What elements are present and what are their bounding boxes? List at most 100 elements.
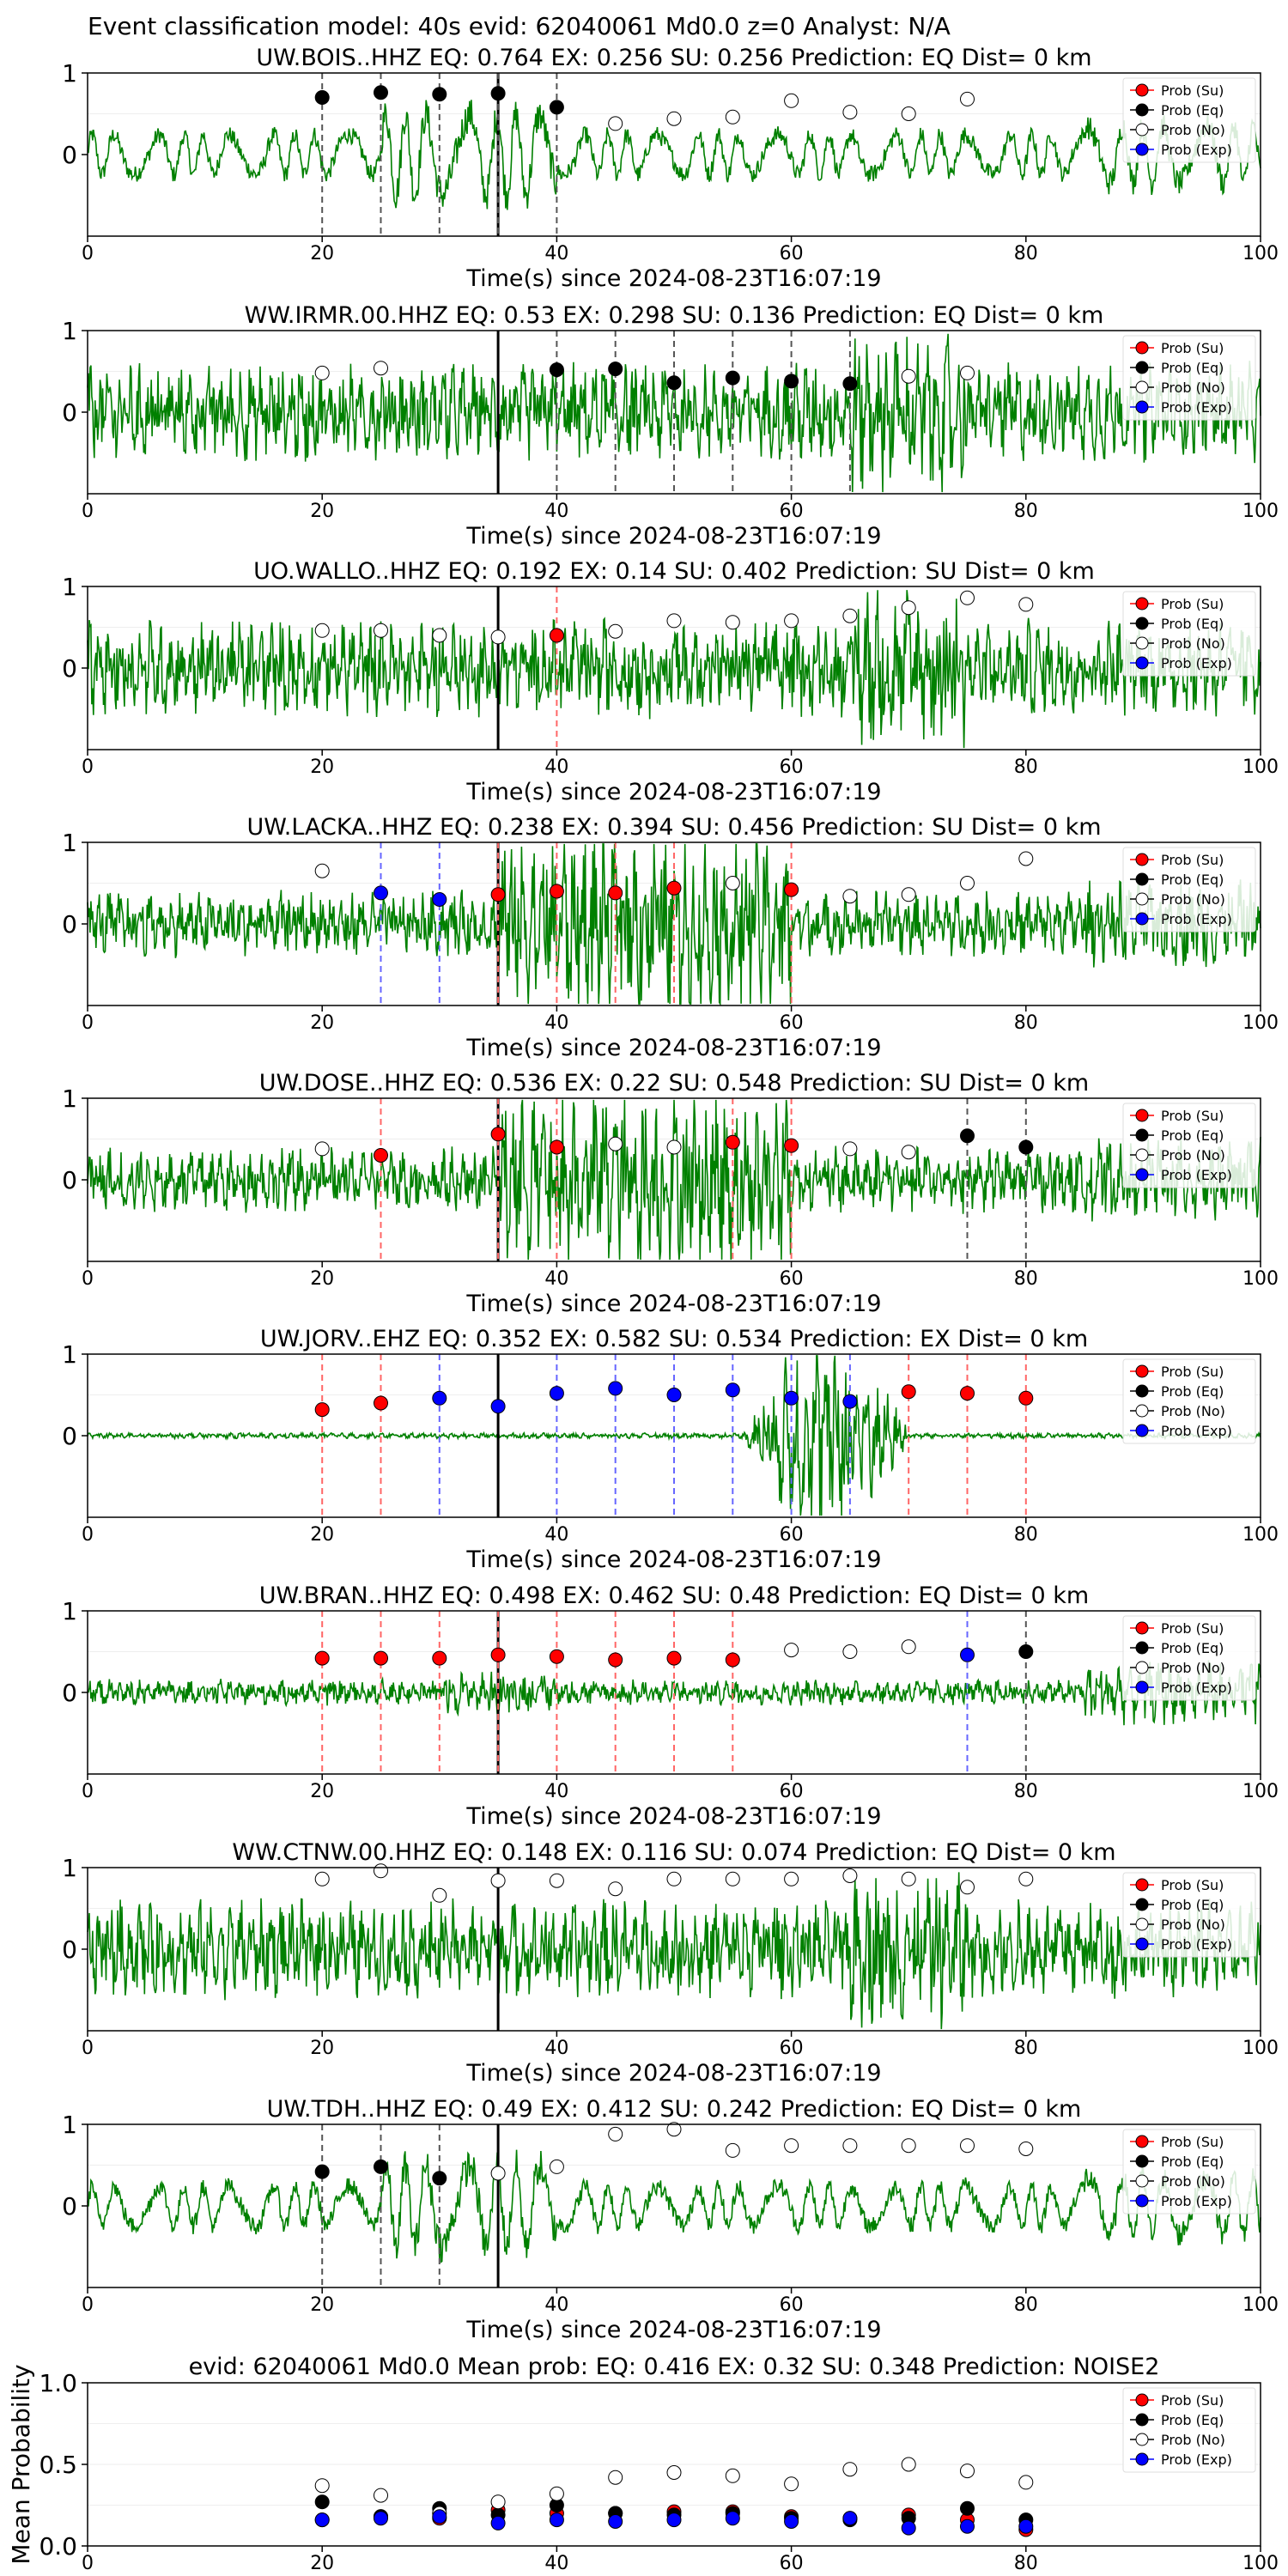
legend-item-su: Prob (Su) [1130, 2392, 1224, 2409]
plot-area [88, 2124, 1261, 2287]
x-tick-label: 60 [780, 501, 804, 522]
legend-marker [1135, 2154, 1149, 2168]
x-tick-label: 0 [82, 2038, 94, 2059]
waveform-panel-5: UW.DOSE..HHZ EQ: 0.536 EX: 0.22 SU: 0.54… [62, 1070, 1279, 1317]
prob-point-su [374, 1650, 388, 1666]
legend-marker [1135, 1109, 1149, 1122]
x-tick-label: 40 [544, 243, 568, 264]
mean-point-no [608, 2470, 623, 2485]
plot-area [88, 73, 1261, 236]
mean-point-exp [549, 2512, 564, 2528]
prob-point-su [725, 1652, 740, 1668]
legend-box [1122, 77, 1256, 163]
legend-marker [1135, 2393, 1149, 2407]
prob-point-no [432, 628, 447, 643]
prob-point-no [1018, 2142, 1034, 2156]
prob-point-eq [374, 85, 388, 100]
prob-point-su [549, 884, 564, 899]
waveform-panel-2: WW.IRMR.00.HHZ EQ: 0.53 EX: 0.298 SU: 0.… [62, 302, 1279, 550]
legend-box [1122, 1358, 1256, 1444]
legend-label: Prob (No) [1161, 891, 1225, 908]
prob-point-no [549, 1873, 564, 1888]
y-tick-label: 0 [62, 910, 77, 939]
prob-point-no [1018, 1871, 1034, 1886]
mean-point-no [549, 2486, 564, 2501]
legend-item-eq: Prob (Eq) [1130, 360, 1224, 376]
prob-point-su [666, 1650, 682, 1666]
legend-marker [1135, 1424, 1149, 1437]
legend-item-eq: Prob (Eq) [1130, 1127, 1224, 1144]
legend-marker [1135, 617, 1149, 630]
x-tick-label: 40 [544, 756, 568, 778]
prob-point-no [666, 1871, 682, 1886]
legend-marker [1135, 361, 1149, 374]
legend-label: Prob (No) [1161, 2173, 1225, 2190]
x-tick-label: 60 [780, 1524, 804, 1546]
x-axis-label: Time(s) since 2024-08-23T16:07:19 [465, 1291, 881, 1317]
x-tick-label: 100 [1242, 501, 1279, 522]
prob-point-exp [374, 885, 388, 901]
mean-point-no [666, 2465, 682, 2480]
waveform-panel-3: UO.WALLO..HHZ EQ: 0.192 EX: 0.14 SU: 0.4… [62, 558, 1279, 805]
x-tick-label: 0 [82, 2553, 94, 2574]
prob-point-no [784, 613, 799, 629]
legend-label: Prob (Exp) [1161, 142, 1232, 158]
legend-marker [1135, 1168, 1149, 1182]
panel-title: UW.LACKA..HHZ EQ: 0.238 EX: 0.394 SU: 0.… [246, 814, 1101, 841]
y-tick-label: 1 [62, 1597, 77, 1625]
prob-point-no [608, 116, 623, 131]
mean-point-no [490, 2494, 506, 2510]
prob-point-eq [666, 375, 682, 391]
prob-point-no [725, 2142, 740, 2158]
prob-point-eq [490, 86, 506, 101]
x-axis-label: Time(s) since 2024-08-23T16:07:19 [465, 779, 881, 805]
prob-point-no [960, 590, 975, 605]
prob-point-no [842, 889, 858, 904]
mean-probability-panel: evid: 62040061 Md0.0 Mean prob: EQ: 0.41… [7, 2354, 1279, 2574]
legend-label: Prob (No) [1161, 2432, 1225, 2448]
legend-marker [1135, 400, 1149, 414]
legend-marker [1135, 1680, 1149, 1694]
legend-item-exp: Prob (Exp) [1130, 1680, 1232, 1696]
legend-item-no: Prob (No) [1130, 635, 1225, 652]
panel-title: UW.JORV..EHZ EQ: 0.352 EX: 0.582 SU: 0.5… [260, 1326, 1088, 1352]
x-tick-label: 80 [1014, 243, 1038, 264]
legend-label: Prob (No) [1161, 635, 1225, 652]
prob-point-no [314, 863, 330, 878]
legend-marker [1135, 2413, 1149, 2427]
prob-point-no [901, 1871, 916, 1886]
legend-marker [1135, 1917, 1149, 1931]
x-tick-label: 80 [1014, 1524, 1038, 1546]
legend-item-no: Prob (No) [1130, 122, 1225, 138]
legend-item-eq: Prob (Eq) [1130, 872, 1224, 888]
prob-point-su [490, 887, 506, 902]
x-tick-label: 20 [310, 243, 334, 264]
prob-point-su [490, 1647, 506, 1662]
legend-marker [1135, 341, 1149, 355]
prob-point-eq [432, 2171, 447, 2186]
x-tick-label: 100 [1242, 243, 1279, 264]
x-tick-label: 80 [1014, 2038, 1038, 2059]
prob-point-exp [666, 1388, 682, 1402]
mean-point-no [784, 2476, 799, 2492]
y-tick-label: 1 [62, 1084, 77, 1113]
x-tick-label: 80 [1014, 756, 1038, 778]
x-tick-label: 0 [82, 1524, 94, 1546]
panel-title: UW.DOSE..HHZ EQ: 0.536 EX: 0.22 SU: 0.54… [259, 1070, 1089, 1097]
panel-title: UW.BRAN..HHZ EQ: 0.498 EX: 0.462 SU: 0.4… [259, 1583, 1089, 1609]
mean-point-exp [901, 2520, 916, 2536]
legend-label: Prob (Exp) [1161, 1423, 1232, 1439]
x-tick-label: 20 [310, 1781, 334, 1802]
prob-point-no [842, 1644, 858, 1659]
x-tick-label: 40 [544, 1781, 568, 1802]
legend-label: Prob (Exp) [1161, 2193, 1232, 2209]
legend-label: Prob (Eq) [1161, 1897, 1224, 1913]
prob-point-exp [960, 1647, 975, 1662]
prob-point-no [666, 1139, 682, 1155]
legend-marker [1135, 2452, 1149, 2466]
mean-point-exp [1018, 2518, 1034, 2534]
legend-label: Prob (Eq) [1161, 616, 1224, 632]
mean-point-no [1018, 2475, 1034, 2490]
legend-label: Prob (Eq) [1161, 1383, 1224, 1400]
legend-marker [1135, 2135, 1149, 2148]
